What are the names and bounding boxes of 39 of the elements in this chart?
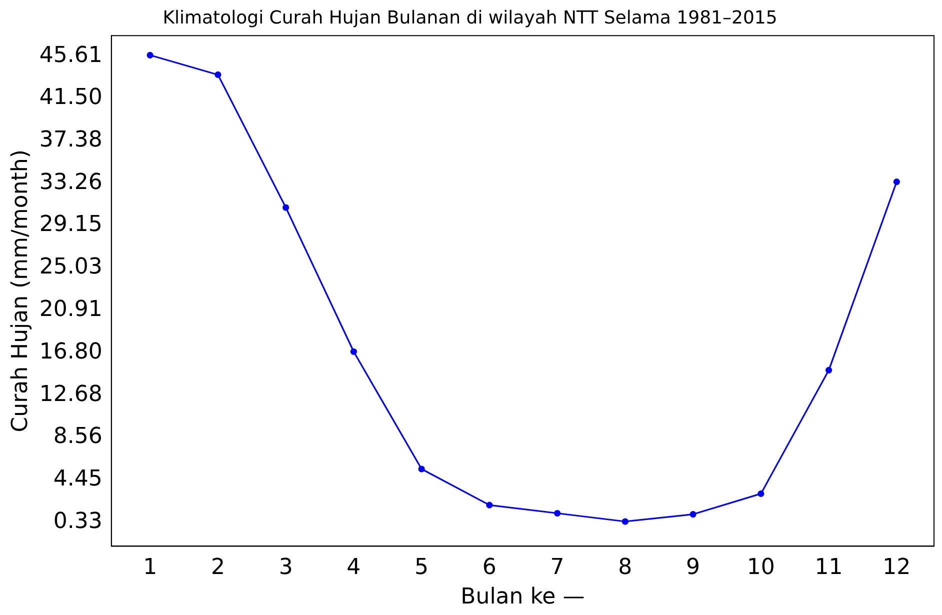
point (622, 518, 628, 525)
point (690, 510, 696, 518)
y-tick-label: 16.80 (39, 339, 102, 364)
y-tick-label: 41.50 (39, 85, 102, 110)
point (214, 71, 222, 78)
y-tick-label: 37.38 (39, 128, 102, 153)
chart-title: Klimatologi Curah Hujan Bulanan di wilayah NTT Selama 1981–2015 (162, 7, 778, 28)
x-tick-label: 4 (346, 555, 361, 580)
x-tick-label: 8 (618, 555, 632, 580)
y-tick-label: 20.91 (39, 297, 102, 322)
y-tick-label: 33.26 (39, 170, 102, 195)
point (825, 366, 832, 374)
y-tick-label: 0.33 (53, 508, 102, 534)
y-tick-label: 4.45 (53, 466, 102, 492)
y-tick-label: 25.03 (39, 254, 102, 280)
x-axis-title: Bulan ke — (460, 584, 585, 610)
x-tick-label: 7 (550, 555, 564, 580)
x-tick-label: 9 (686, 555, 700, 580)
point (893, 178, 900, 186)
point (418, 466, 425, 472)
x-tick-label: 10 (746, 555, 775, 580)
point (146, 52, 154, 58)
y-tick-label: 8.56 (53, 424, 102, 450)
x-tick-label: 2 (210, 555, 225, 580)
y-tick-label: 12.68 (39, 382, 102, 407)
point (554, 510, 561, 517)
x-tick-label: 5 (414, 555, 429, 580)
y-tick-label: 45.61 (39, 42, 102, 68)
point (282, 204, 290, 211)
x-tick-label: 11 (814, 555, 843, 580)
point (758, 490, 764, 497)
x-tick-label: 6 (482, 555, 496, 580)
y-tick-label: 29.15 (39, 212, 102, 238)
y-axis-title: Curah Hujan (mm/month) (8, 150, 33, 432)
x-tick-label: 1 (143, 555, 158, 580)
point (486, 502, 493, 508)
x-tick-label: 3 (278, 555, 293, 580)
point (350, 348, 357, 355)
x-tick-label: 12 (882, 555, 911, 580)
